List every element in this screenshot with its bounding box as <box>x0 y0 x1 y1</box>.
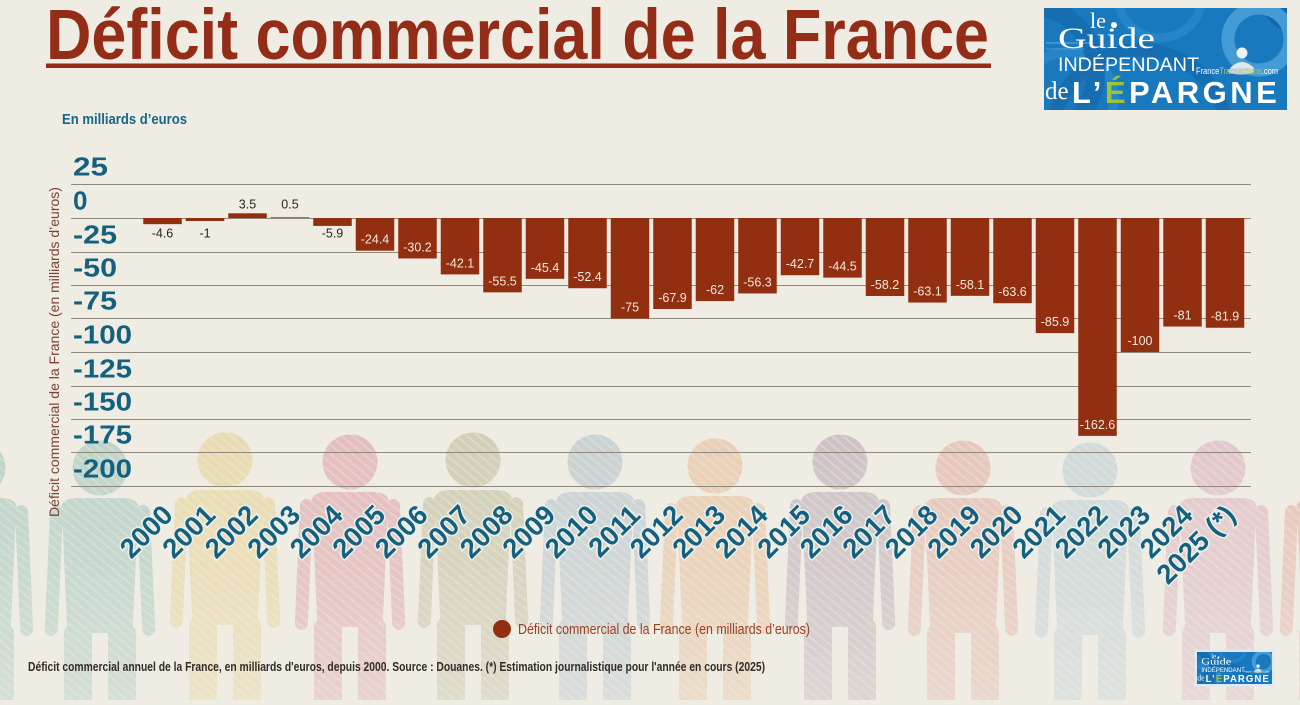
svg-text:-42.1: -42.1 <box>446 256 475 270</box>
svg-text:Déficit commercial de la Franc: Déficit commercial de la France (en mill… <box>518 622 810 638</box>
svg-text:-81: -81 <box>1173 309 1191 323</box>
svg-text:-1: -1 <box>199 227 210 241</box>
svg-text:-200: -200 <box>73 454 132 484</box>
svg-text:Déficit commercial annuel de l: Déficit commercial annuel de la France, … <box>28 660 765 674</box>
svg-text:-81.9: -81.9 <box>1211 310 1240 324</box>
svg-text:-25: -25 <box>73 220 117 250</box>
svg-text:-67.9: -67.9 <box>658 291 687 305</box>
svg-text:-75: -75 <box>73 286 117 316</box>
svg-text:-100: -100 <box>1127 334 1152 348</box>
svg-text:-45.4: -45.4 <box>531 261 560 275</box>
svg-text:-52.4: -52.4 <box>573 270 602 284</box>
svg-text:-30.2: -30.2 <box>403 241 432 255</box>
svg-text:-100: -100 <box>73 320 132 350</box>
svg-text:Déficit commercial de la Franc: Déficit commercial de la France <box>46 0 989 75</box>
svg-text:-62: -62 <box>706 283 724 297</box>
svg-text:0.5: 0.5 <box>281 198 298 212</box>
svg-text:-58.2: -58.2 <box>871 278 900 292</box>
svg-text:0: 0 <box>73 186 87 216</box>
svg-text:-44.5: -44.5 <box>828 260 857 274</box>
svg-text:-56.3: -56.3 <box>743 275 772 289</box>
svg-text:-75: -75 <box>621 301 639 315</box>
svg-text:Déficit commercial de la Franc: Déficit commercial de la France (en mill… <box>46 187 62 517</box>
svg-text:-55.5: -55.5 <box>488 274 517 288</box>
svg-text:25: 25 <box>73 152 108 182</box>
svg-text:-42.7: -42.7 <box>786 257 815 271</box>
svg-text:-150: -150 <box>73 387 132 417</box>
svg-text:-63.6: -63.6 <box>998 285 1027 299</box>
svg-text:En milliards d’euros: En milliards d’euros <box>62 111 187 128</box>
svg-text:-63.1: -63.1 <box>913 285 942 299</box>
svg-text:3.5: 3.5 <box>239 198 256 212</box>
svg-text:-5.9: -5.9 <box>322 227 344 241</box>
svg-text:-162.6: -162.6 <box>1080 418 1115 432</box>
svg-text:-58.1: -58.1 <box>956 278 985 292</box>
svg-text:-24.4: -24.4 <box>361 233 390 247</box>
svg-text:-175: -175 <box>73 420 132 450</box>
svg-text:-85.9: -85.9 <box>1041 315 1070 329</box>
svg-text:-125: -125 <box>73 354 132 384</box>
svg-text:-50: -50 <box>73 253 117 283</box>
svg-text:-4.6: -4.6 <box>152 227 174 241</box>
